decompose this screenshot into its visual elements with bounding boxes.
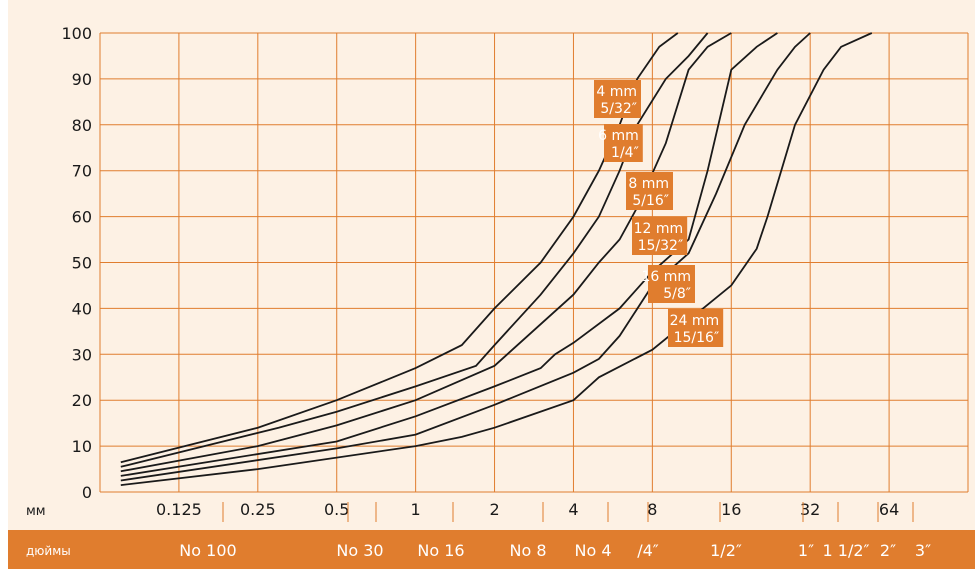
inch-bar (8, 530, 975, 569)
mm-unit-label: мм (26, 504, 46, 519)
curve-label-text: 5/8″ (663, 286, 691, 302)
x-tick-label: 2 (489, 500, 499, 519)
inch-label: 1/2″ (710, 541, 742, 560)
y-tick-label: 100 (61, 24, 92, 43)
inch-label: No 4 (574, 541, 611, 560)
x-tick-label: 0.5 (324, 500, 349, 519)
curve-label-text: 6 mm (598, 128, 639, 144)
inch-unit-label: дюймы (26, 544, 71, 558)
y-tick-label: 40 (72, 299, 92, 318)
y-tick-label: 70 (72, 162, 92, 181)
curve-label-text: 5/32″ (600, 101, 637, 117)
y-tick-label: 60 (72, 208, 92, 227)
inch-label: No 100 (179, 541, 236, 560)
y-tick-label: 30 (72, 345, 92, 364)
grading-curve (120, 32, 873, 486)
chart-panel: 0 10 20 30 40 50 60 70 80 90 100 0.125 0.25 0.5 1 2 4 8 1… (8, 0, 975, 569)
inch-label: No 30 (336, 541, 383, 560)
curve-label-text: 15/32″ (638, 238, 684, 254)
curve-label-text: 16 mm (641, 269, 691, 285)
grading-curve (120, 32, 811, 482)
curve-label: 4 mm5/32″ (594, 80, 641, 118)
inch-label: /4″ (637, 541, 659, 560)
x-tick-label: 0.25 (240, 500, 276, 519)
curve-label: 16 mm5/8″ (641, 265, 695, 303)
x-tick-label: 4 (568, 500, 578, 519)
x-tick-label: 0.125 (156, 500, 202, 519)
curve-label-box (626, 172, 673, 210)
curve-label: 6 mm1/4″ (598, 124, 643, 162)
x-axis-mm-ticks: 0.125 0.25 0.5 1 2 4 8 16 32 64 (156, 500, 914, 522)
x-tick-label: 64 (879, 500, 899, 519)
y-tick-label: 10 (72, 437, 92, 456)
curve-label-box (668, 309, 724, 347)
y-tick-label: 90 (72, 70, 92, 89)
grading-curve (120, 32, 709, 468)
curve-label-text: 4 mm (596, 84, 637, 100)
y-tick-label: 80 (72, 116, 92, 135)
sieve-grading-chart: 0 10 20 30 40 50 60 70 80 90 100 0.125 0.25 0.5 1 2 4 8 1… (8, 24, 975, 569)
curve-label: 8 mm5/16″ (626, 172, 673, 210)
inch-label: 3″ (915, 541, 931, 560)
x-tick-label: 1 (411, 500, 421, 519)
curve-label-text: 12 mm (634, 221, 684, 237)
curve-label-text: 15/16″ (674, 330, 720, 346)
grading-curve (120, 32, 679, 464)
curve-label-text: 1/4″ (611, 145, 639, 161)
y-tick-label: 0 (82, 483, 92, 502)
x-axis-inch-labels: No 100 No 30 No 16 No 8 No 4/4″ 1/2″ 1″ 1 1/2″ 2… (179, 541, 931, 560)
x-tick-label: 8 (647, 500, 657, 519)
x-tick-label: 16 (721, 500, 741, 519)
curve-label-box (648, 265, 695, 303)
curve-label-box (632, 217, 688, 255)
y-axis-ticks: 0 10 20 30 40 50 60 70 80 90 100 (61, 24, 92, 502)
x-tick-label: 32 (800, 500, 820, 519)
inch-label: 1 1/2″ (823, 541, 870, 560)
grading-curve (120, 32, 778, 477)
grid (99, 32, 969, 493)
curve-label-text: 8 mm (628, 176, 669, 192)
inch-label: No 16 (417, 541, 464, 560)
grading-curve (120, 32, 732, 473)
inch-label: No 8 (509, 541, 546, 560)
inch-label: 2″ (880, 541, 896, 560)
y-tick-label: 20 (72, 391, 92, 410)
curve-label-box (594, 80, 641, 118)
inch-label: 1″ (798, 541, 814, 560)
y-tick-label: 50 (72, 254, 92, 273)
curve-label-box (604, 124, 643, 162)
curve-label-text: 5/16″ (632, 193, 669, 209)
curve-label-text: 24 mm (670, 313, 720, 329)
grading-curves (120, 32, 873, 486)
